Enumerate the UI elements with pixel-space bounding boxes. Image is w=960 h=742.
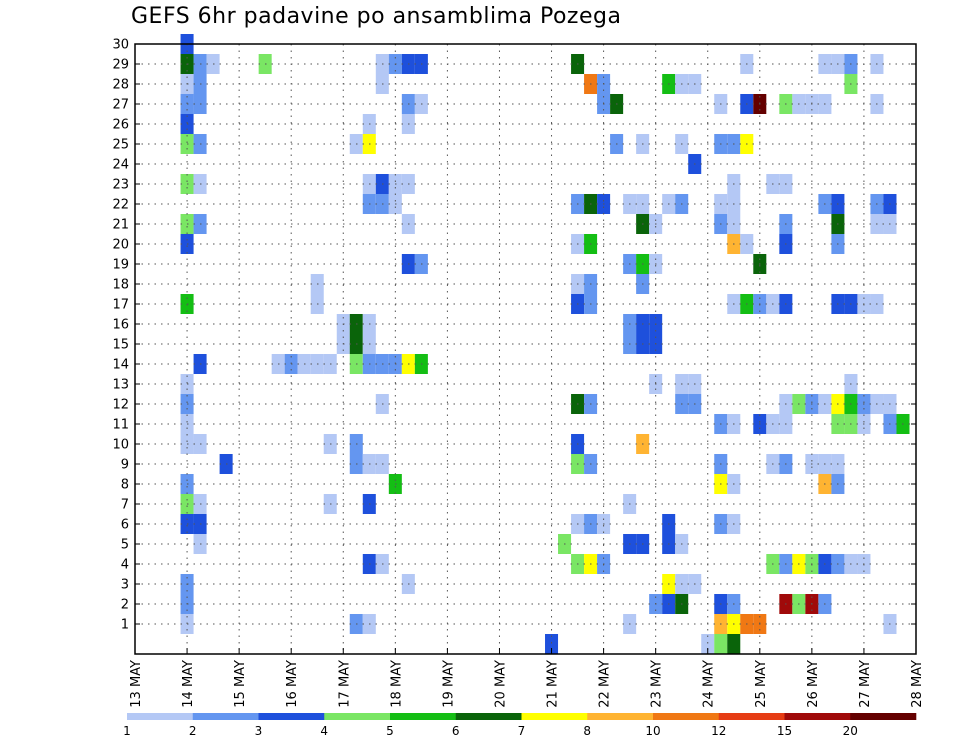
- x-tick-label: 27 MAY: [858, 660, 873, 708]
- colorbar-label: 20: [843, 724, 858, 738]
- colorbar-swatch: [653, 713, 720, 720]
- colorbar-swatch: [324, 713, 391, 720]
- y-tick-label: 6: [121, 518, 129, 533]
- y-tick-label: 5: [121, 538, 129, 553]
- y-tick-label: 18: [112, 278, 129, 293]
- colorbar-label: 8: [583, 724, 591, 738]
- y-tick-label: 30: [112, 38, 129, 53]
- heatmap-cell: [545, 634, 559, 654]
- x-tick-label: 15 MAY: [233, 660, 248, 708]
- colorbar-swatch: [521, 713, 588, 720]
- colorbar: 1 2 3 4 5 6 7 8 10 12 15 20: [123, 713, 917, 738]
- y-tick-label: 9: [121, 458, 129, 473]
- colorbar-label: 2: [189, 724, 197, 738]
- x-tick-label: 13 MAY: [129, 660, 144, 708]
- colorbar-swatch: [718, 713, 785, 720]
- heatmap-cell: [701, 634, 715, 654]
- y-tick-label: 20: [112, 238, 129, 253]
- chart-title: GEFS 6hr padavine po ansamblima Pozega: [131, 4, 622, 29]
- colorbar-label: 1: [123, 724, 131, 738]
- x-tick-label: 26 MAY: [806, 660, 821, 708]
- grid-lines: [135, 43, 916, 654]
- y-tick-label: 12: [112, 398, 129, 413]
- x-tick-label: 23 MAY: [650, 660, 665, 708]
- colorbar-swatch: [390, 713, 457, 720]
- y-tick-label: 26: [112, 118, 129, 133]
- colorbar-label: 4: [320, 724, 328, 738]
- y-tick-label: 22: [112, 198, 129, 213]
- x-tick-label: 18 MAY: [389, 660, 404, 708]
- colorbar-label: 3: [255, 724, 263, 738]
- x-tick-label: 22 MAY: [598, 660, 613, 708]
- y-tick-label: 3: [121, 578, 129, 593]
- colorbar-swatch: [258, 713, 325, 720]
- y-axis: 1234567891011121314151617181920212223242…: [112, 38, 916, 633]
- x-tick-label: 14 MAY: [181, 660, 196, 708]
- heatmap-cell: [727, 634, 741, 654]
- colorbar-label: 15: [777, 724, 792, 738]
- y-tick-label: 19: [112, 258, 129, 273]
- colorbar-swatch: [850, 713, 917, 720]
- y-tick-label: 11: [112, 418, 129, 433]
- colorbar-swatch: [784, 713, 851, 720]
- y-tick-label: 24: [112, 158, 129, 173]
- y-tick-label: 10: [112, 438, 129, 453]
- y-tick-label: 8: [121, 478, 129, 493]
- y-tick-label: 13: [112, 378, 129, 393]
- colorbar-label: 7: [518, 724, 526, 738]
- x-tick-label: 19 MAY: [441, 660, 456, 708]
- y-tick-label: 1: [121, 618, 129, 633]
- y-tick-label: 29: [112, 58, 129, 73]
- y-tick-label: 17: [112, 298, 129, 313]
- heatmap-cell: [714, 634, 728, 654]
- x-tick-label: 16 MAY: [285, 660, 300, 708]
- y-tick-label: 21: [112, 218, 129, 233]
- y-tick-label: 25: [112, 138, 129, 153]
- x-tick-label: 28 MAY: [910, 660, 925, 708]
- x-tick-label: 24 MAY: [702, 660, 717, 708]
- y-tick-label: 7: [121, 498, 129, 513]
- colorbar-swatch: [192, 713, 259, 720]
- plot-frame: [134, 43, 917, 655]
- y-tick-label: 14: [112, 358, 129, 373]
- x-tick-label: 25 MAY: [754, 660, 769, 708]
- x-tick-label: 20 MAY: [493, 660, 508, 708]
- colorbar-label: 5: [386, 724, 394, 738]
- colorbar-label: 10: [645, 724, 660, 738]
- y-tick-label: 28: [112, 78, 129, 93]
- colorbar-swatch: [455, 713, 522, 720]
- colorbar-label: 12: [711, 724, 726, 738]
- y-tick-label: 16: [112, 318, 129, 333]
- x-axis: 13 MAY 14 MAY 15 MAY 16 MAY 17 MAY 18 MAY 19 M…: [129, 648, 925, 708]
- x-tick-label: 17 MAY: [337, 660, 352, 708]
- y-tick-label: 27: [112, 98, 129, 113]
- colorbar-label: 6: [452, 724, 460, 738]
- colorbar-swatch: [587, 713, 654, 720]
- y-tick-label: 23: [112, 178, 129, 193]
- y-tick-label: 2: [121, 598, 129, 613]
- y-tick-label: 4: [121, 558, 129, 573]
- colorbar-swatch: [127, 713, 194, 720]
- x-tick-label: 21 MAY: [546, 660, 561, 708]
- y-tick-label: 15: [112, 338, 129, 353]
